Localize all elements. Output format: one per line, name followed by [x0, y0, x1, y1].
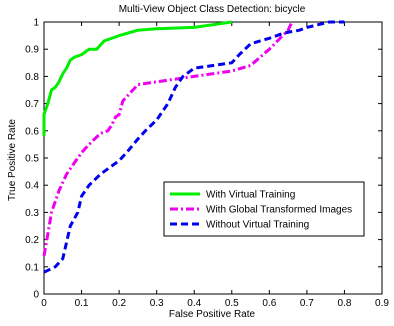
- x-tick-label: 0.5: [225, 298, 239, 309]
- x-tick-label: 0.3: [150, 298, 164, 309]
- y-tick-label: 0.4: [25, 181, 39, 192]
- chart-title: Multi-View Object Class Detection: bicyc…: [119, 4, 306, 15]
- series-line-3: [43, 20, 345, 274]
- y-tick-label: 0.2: [25, 235, 39, 246]
- y-tick-label: 0.7: [25, 99, 39, 110]
- x-tick-label: 0.6: [262, 298, 276, 309]
- legend-entry-3: Without Virtual Training: [206, 220, 309, 231]
- x-tick-label: 0.9: [375, 298, 389, 309]
- y-tick-label: 0.3: [25, 208, 39, 219]
- legend-entry-2: With Global Transformed Images: [206, 205, 352, 216]
- series-line-2: [42, 21, 294, 257]
- x-tick-label: 0.4: [187, 298, 201, 309]
- y-tick-label: 0.1: [25, 262, 39, 273]
- plot-area: 0 0.1 0.2 0.3 0.4 0.5 0.6 0.7 0.8 0.9 0 0.1 0.2 0.3 0.…: [25, 18, 389, 310]
- y-axis-label: True Positive Rate: [7, 119, 18, 201]
- x-tick-label: 0: [41, 298, 47, 309]
- x-tick-label: 0.8: [337, 298, 351, 309]
- y-tick-label: 1: [33, 18, 39, 29]
- series-line-1: [42, 20, 233, 137]
- axes-box: [43, 21, 383, 295]
- x-axis-label: False Positive Rate: [169, 309, 256, 320]
- y-tick-label: 0.5: [25, 154, 39, 165]
- x-tick-label: 0.2: [112, 298, 126, 309]
- y-tick-label: 0.6: [25, 126, 39, 137]
- y-tick-label: 0.8: [25, 72, 39, 83]
- y-tick-label: 0.9: [25, 45, 39, 56]
- y-tick-label: 0: [33, 290, 39, 301]
- x-tick-label: 0.7: [300, 298, 314, 309]
- legend-entry-1: With Virtual Training: [206, 190, 295, 201]
- legend: With Virtual Training With Global Transfo…: [163, 181, 365, 237]
- x-tick-label: 0.1: [75, 298, 89, 309]
